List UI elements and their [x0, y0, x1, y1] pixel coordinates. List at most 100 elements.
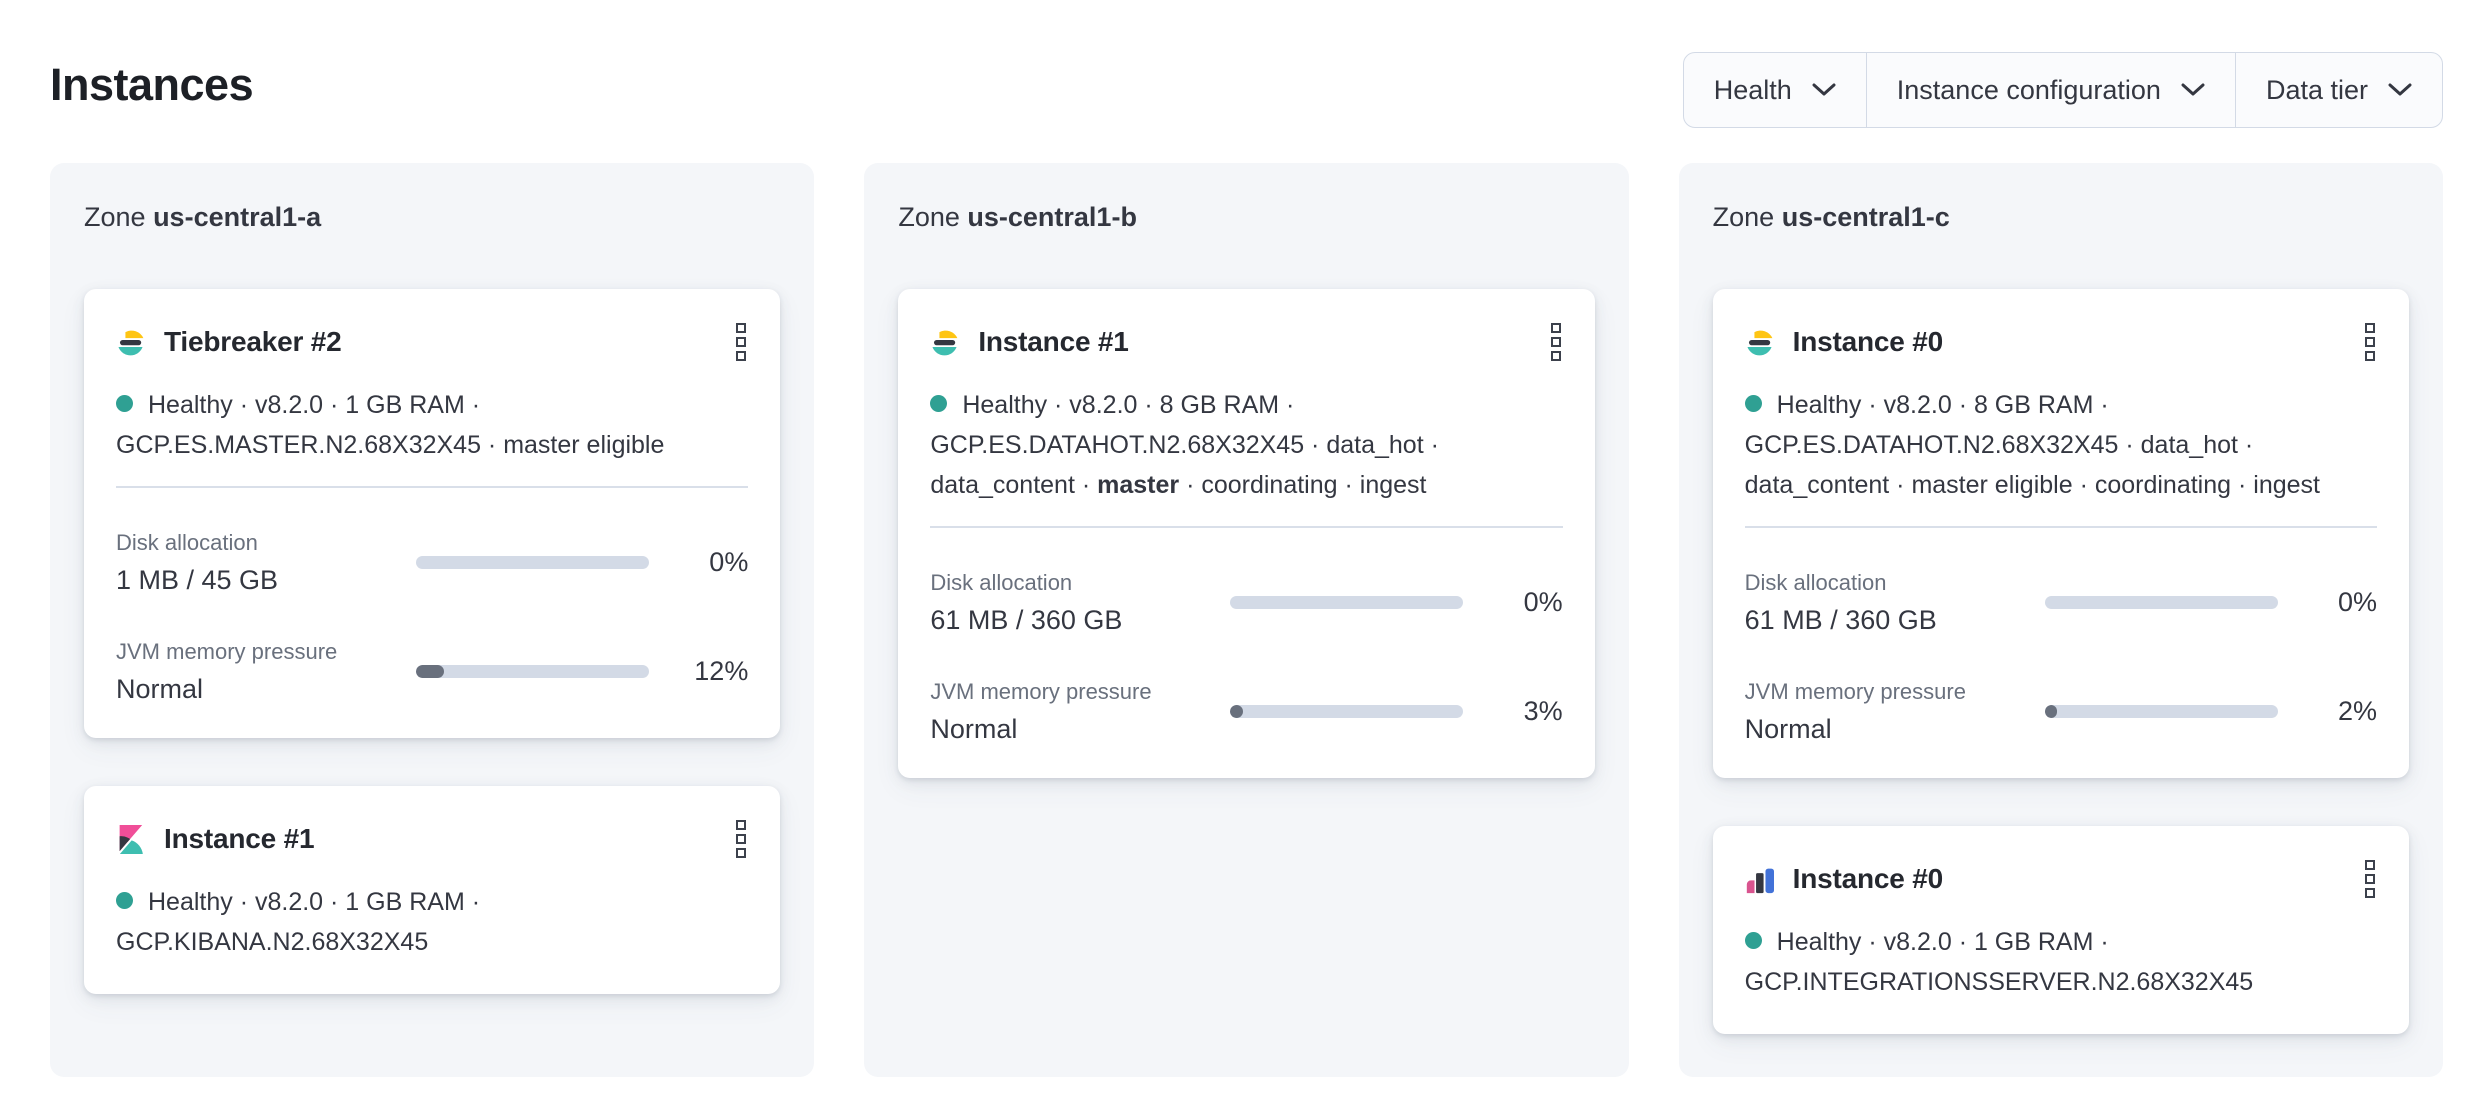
- boxes-vertical-menu-icon[interactable]: [2363, 856, 2377, 902]
- metric-label: Disk allocation: [116, 530, 258, 555]
- zone-label: Zone us-central1-b: [898, 199, 1594, 235]
- boxes-vertical-menu-icon[interactable]: [734, 319, 748, 365]
- elasticsearch-logo-icon: [118, 330, 144, 355]
- progress-fill: [1230, 705, 1244, 718]
- card-header: Instance #1: [116, 816, 748, 862]
- filter-button-health[interactable]: Health: [1684, 53, 1866, 127]
- card-header: Instance #0: [1745, 319, 2377, 365]
- metric-label: Disk allocation: [930, 570, 1073, 595]
- card-meta-bold: master: [1097, 471, 1180, 499]
- instance-card: Tiebreaker #2 Healthy · v8.2.0 · 1 GB RA…: [84, 289, 781, 738]
- progress-fill: [2044, 705, 2058, 718]
- health-dot-icon: [1744, 395, 1762, 412]
- disk-allocation-progress-bar: [416, 556, 649, 569]
- zone-panel-us-central1-c: Zone us-central1-c Instance #0 Healthy ·…: [1678, 163, 2443, 1077]
- metric-row: Disk allocation 61 MB / 360 GB 0%: [1745, 568, 2377, 637]
- instance-card: Instance #0 Healthy · v8.2.0 · 8 GB RAM …: [1712, 289, 2409, 778]
- elasticsearch-logo-icon: [932, 330, 958, 355]
- boxes-vertical-menu-icon[interactable]: [2363, 319, 2377, 365]
- disk-allocation-progress-bar: [2044, 596, 2278, 609]
- card-meta-text: · v8.2.0 · 1 GB RAM · GCP.KIBANA.N2.68X3…: [116, 888, 481, 956]
- jvm-memory-progress-bar: [1230, 705, 1464, 718]
- divider: [1744, 526, 2377, 528]
- zone-name: us-central1-c: [1781, 202, 1950, 232]
- page-title: Instances: [50, 59, 254, 110]
- boxes-vertical-menu-icon[interactable]: [734, 816, 748, 862]
- metric-label: JVM memory pressure: [116, 639, 338, 664]
- zone-label: Zone us-central1-c: [1713, 199, 2409, 235]
- card-meta: Healthy · v8.2.0 · 8 GB RAM · GCP.ES.DAT…: [930, 385, 1562, 505]
- chevron-down-icon: [2181, 83, 2205, 96]
- metric-row: JVM memory pressure Normal 2%: [1745, 677, 2377, 746]
- zones-container: Zone us-central1-a Tiebreaker #2 Healthy…: [50, 163, 2443, 1077]
- metric-value: 1 MB / 45 GB: [116, 565, 279, 595]
- card-title: Instance #1: [164, 823, 315, 854]
- health-status: Healthy: [1776, 928, 1862, 956]
- jvm-memory-progress-bar: [416, 665, 649, 678]
- card-header: Tiebreaker #2: [116, 319, 748, 365]
- metric-value: Normal: [1744, 714, 1832, 744]
- health-dot-icon: [116, 892, 133, 909]
- card-title: Tiebreaker #2: [164, 326, 342, 357]
- metric-row: Disk allocation 61 MB / 360 GB 0%: [930, 568, 1562, 637]
- filter-button-data-tier[interactable]: Data tier: [2234, 53, 2442, 127]
- health-status: Healthy: [962, 391, 1048, 419]
- filter-button-label: Instance configuration: [1896, 74, 2161, 105]
- zone-panel-us-central1-a: Zone us-central1-a Tiebreaker #2 Healthy…: [50, 163, 815, 1077]
- instance-card: Instance #1 Healthy · v8.2.0 · 1 GB RAM …: [84, 786, 781, 994]
- health-status: Healthy: [1776, 391, 1862, 419]
- filter-group: Health Instance configuration Data tier: [1682, 52, 2443, 128]
- health-dot-icon: [930, 395, 948, 412]
- card-meta-text: · v8.2.0 · 1 GB RAM · GCP.ES.MASTER.N2.6…: [116, 391, 665, 459]
- zone-label-prefix: Zone: [898, 202, 960, 232]
- card-meta-text: · coordinating · ingest: [1179, 471, 1427, 499]
- metric-percent: 3%: [1523, 696, 1563, 726]
- card-meta-text: · v8.2.0 · 8 GB RAM · GCP.ES.DATAHOT.N2.…: [930, 391, 1439, 499]
- jvm-memory-progress-bar: [2044, 705, 2278, 718]
- card-meta: Healthy · v8.2.0 · 8 GB RAM · GCP.ES.DAT…: [1744, 385, 2377, 505]
- metric-row: JVM memory pressure Normal 3%: [930, 677, 1562, 746]
- instance-card: Instance #1 Healthy · v8.2.0 · 8 GB RAM …: [898, 289, 1595, 778]
- zone-label-prefix: Zone: [1712, 202, 1775, 232]
- zone-panel-us-central1-b: Zone us-central1-b Instance #1 Healthy ·…: [864, 163, 1629, 1077]
- filter-button-label: Data tier: [2265, 74, 2368, 105]
- health-dot-icon: [116, 395, 133, 412]
- zone-label-prefix: Zone: [84, 202, 146, 232]
- metric-percent: 0%: [1523, 587, 1563, 617]
- metric-value: 61 MB / 360 GB: [1744, 605, 1937, 635]
- health-dot-icon: [1744, 932, 1762, 949]
- metric-value: 61 MB / 360 GB: [930, 605, 1123, 635]
- elasticsearch-logo-icon: [1747, 330, 1773, 355]
- metric-row: Disk allocation 1 MB / 45 GB 0%: [116, 528, 748, 597]
- card-header: Instance #1: [930, 319, 1562, 365]
- filter-button-label: Health: [1713, 74, 1792, 105]
- disk-allocation-progress-bar: [1230, 596, 1464, 609]
- card-meta: Healthy · v8.2.0 · 1 GB RAM · GCP.INTEGR…: [1744, 922, 2377, 1002]
- progress-fill: [416, 665, 444, 678]
- divider: [930, 526, 1563, 528]
- boxes-vertical-menu-icon[interactable]: [1549, 319, 1563, 365]
- metric-label: JVM memory pressure: [930, 679, 1152, 704]
- card-meta: Healthy · v8.2.0 · 1 GB RAM · GCP.ES.MAS…: [116, 385, 748, 465]
- zone-name: us-central1-a: [153, 202, 322, 232]
- kibana-logo-icon: [119, 824, 143, 854]
- metric-value: Normal: [930, 714, 1018, 744]
- zone-label: Zone us-central1-a: [84, 199, 780, 235]
- metric-percent: 2%: [2337, 696, 2377, 726]
- card-title: Instance #1: [978, 326, 1129, 357]
- card-meta: Healthy · v8.2.0 · 1 GB RAM · GCP.KIBANA…: [116, 882, 748, 962]
- health-status: Healthy: [148, 888, 233, 916]
- health-status: Healthy: [148, 391, 233, 419]
- divider: [116, 486, 749, 488]
- card-header: Instance #0: [1745, 856, 2377, 902]
- metric-value: Normal: [116, 674, 204, 704]
- chevron-down-icon: [1812, 83, 1836, 96]
- integrations-server-logo-icon: [1746, 868, 1774, 893]
- metric-label: JVM memory pressure: [1744, 679, 1966, 704]
- card-title: Instance #0: [1792, 326, 1944, 357]
- chevron-down-icon: [2388, 83, 2412, 96]
- metric-percent: 12%: [694, 656, 749, 686]
- card-title: Instance #0: [1792, 863, 1944, 894]
- filter-button-instance-configuration[interactable]: Instance configuration: [1865, 53, 2235, 127]
